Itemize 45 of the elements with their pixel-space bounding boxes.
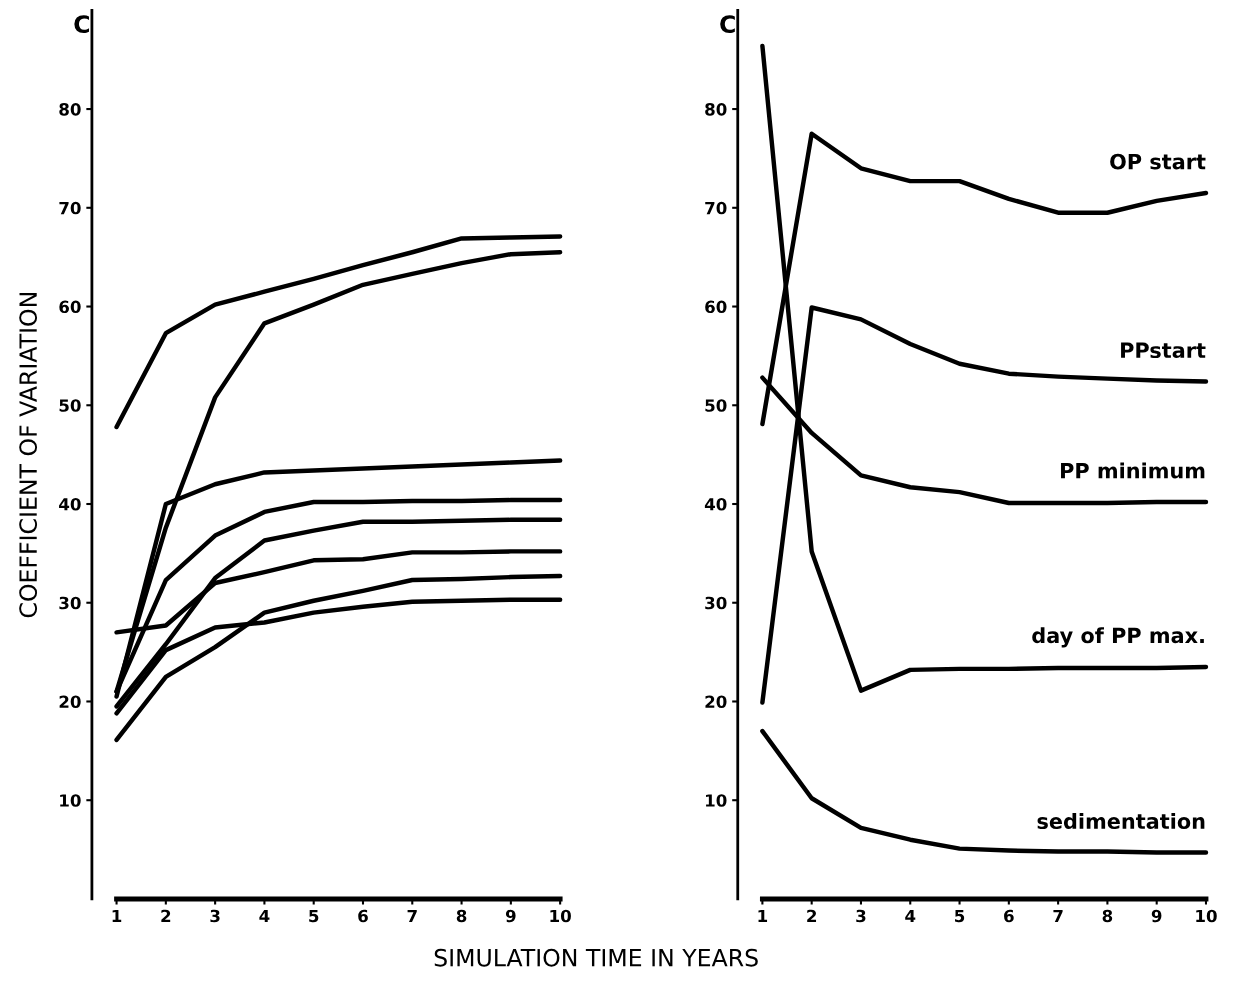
y-tick-label: 80 <box>59 103 81 116</box>
x-tick-label: 9 <box>1151 909 1162 923</box>
text: C <box>720 15 735 34</box>
y-tick-label: 20 <box>705 695 727 709</box>
series-label: PP minimum <box>1061 462 1205 479</box>
x-tick-label: 5 <box>955 909 965 923</box>
x-tick-label: 2 <box>161 909 171 923</box>
x-tick-label: 1 <box>112 909 122 923</box>
x-tick-label: 7 <box>1053 909 1063 923</box>
x-tick-label: 3 <box>210 909 220 923</box>
y-tick-label: 40 <box>704 497 727 511</box>
y-tick-label: 10 <box>706 794 727 807</box>
series-label: day of PP max. <box>1032 627 1204 648</box>
y-tick-label: 50 <box>59 399 81 412</box>
x-tick-label: 10 <box>1196 909 1217 923</box>
x-tick-label: 2 <box>807 909 817 923</box>
x-tick-label: 1 <box>758 909 768 923</box>
x-tick-label: 6 <box>1004 909 1014 923</box>
y-tick-label: 70 <box>705 201 727 215</box>
x-tick-label: 4 <box>259 909 270 923</box>
y-tick-label: 10 <box>60 794 81 807</box>
y-tick-label: 60 <box>705 300 727 314</box>
y-tick-label: 50 <box>705 399 727 412</box>
y-tick-label: 20 <box>59 695 81 709</box>
y-tick-label: 70 <box>59 201 81 215</box>
x-tick-label: 3 <box>856 909 866 923</box>
y-tick-label: 30 <box>59 596 81 610</box>
x-tick-label: 9 <box>505 909 516 923</box>
x-tick-label: 6 <box>358 909 368 923</box>
series-label: OP start <box>1110 153 1206 170</box>
series-label: PPstart <box>1121 342 1206 359</box>
series-label: sedimentation <box>1037 812 1205 830</box>
y-tick-label: 80 <box>705 103 727 116</box>
text: C <box>74 15 89 34</box>
x-tick-label: 7 <box>407 909 417 923</box>
x-tick-label: 5 <box>309 909 319 923</box>
x-tick-label: 10 <box>550 909 571 923</box>
x-tick-label: 8 <box>456 909 467 923</box>
x-tick-label: 8 <box>1102 909 1113 923</box>
y-tick-label: 30 <box>705 596 727 610</box>
y-tick-label: 60 <box>59 300 81 314</box>
x-axis-title: SIMULATION TIME IN YEARS <box>434 948 758 967</box>
y-tick-label: 40 <box>59 497 81 511</box>
y-axis-title: COEFFICIENT OF VARIATION <box>19 293 38 618</box>
x-tick-label: 4 <box>905 909 916 923</box>
